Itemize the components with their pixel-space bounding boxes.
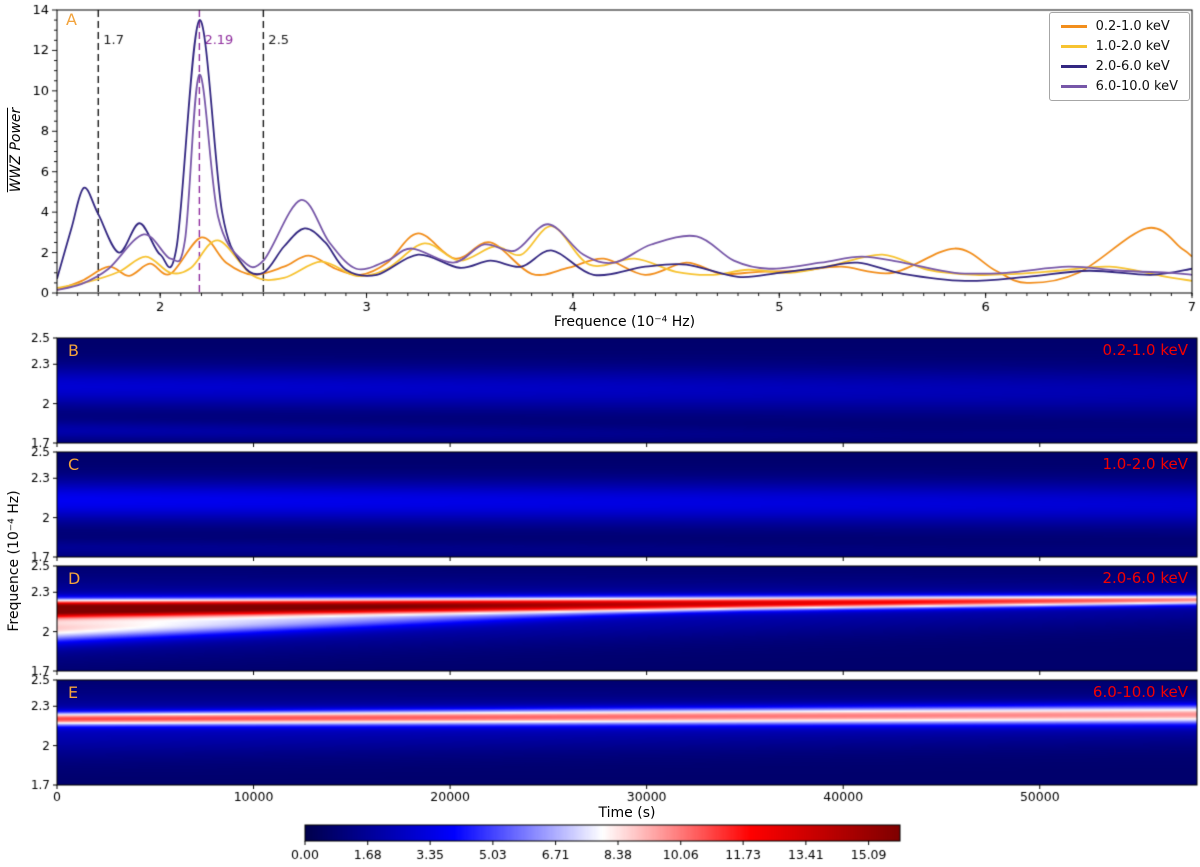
panel-a-canvas [0,0,1200,331]
legend-item-label: 6.0-10.0 keV [1095,79,1178,94]
panel-b-letter: B [68,341,79,360]
heatmap-b-canvas [0,331,1200,449]
panel-d-band-label: 2.0-6.0 keV [1102,569,1188,587]
legend-item: 2.0-6.0 keV [1060,59,1178,74]
legend-item: 1.0-2.0 keV [1060,39,1178,54]
heatmap-e-canvas [0,673,1200,791]
panel-c-band-label: 1.0-2.0 keV [1102,455,1188,473]
colorbar-canvas [0,822,1200,867]
legend-item-label: 2.0-6.0 keV [1095,59,1170,74]
panel-e-letter: E [68,683,79,702]
legend-swatch [1060,45,1087,48]
heatmap-c-canvas [0,445,1200,563]
panel-d-letter: D [68,569,81,588]
panel-a-letter: A [66,10,77,29]
panel-a-x-axis-label: Frequence (10⁻⁴ Hz) [553,314,696,330]
time-axis-canvas [0,787,1200,809]
legend-swatch [1060,65,1087,68]
legend-swatch [1060,25,1087,28]
legend-item-label: 1.0-2.0 keV [1095,39,1170,54]
panel-b-band-label: 0.2-1.0 keV [1102,341,1188,359]
legend-item-label: 0.2-1.0 keV [1095,19,1170,34]
panel-c-letter: C [68,455,80,474]
legend-item: 0.2-1.0 keV [1060,19,1178,34]
panel-e-band-label: 6.0-10.0 keV [1092,683,1188,701]
time-axis-label: Time (s) [598,805,656,821]
heatmap-d-canvas [0,559,1200,677]
panel-a-y-axis-label: WWZ Power [8,107,24,193]
legend-item: 6.0-10.0 keV [1060,79,1178,94]
heatmaps-y-axis-label: Frequence (10⁻⁴ Hz) [6,490,22,632]
legend: 0.2-1.0 keV 1.0-2.0 keV 2.0-6.0 keV 6.0-10.… [1048,12,1190,101]
legend-swatch [1060,85,1087,88]
